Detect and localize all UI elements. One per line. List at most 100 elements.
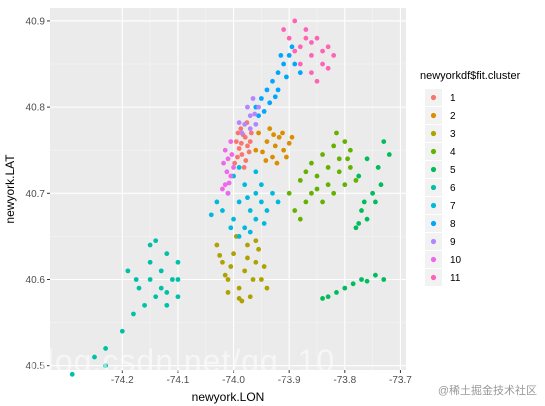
data-point-cluster-8 — [281, 61, 287, 67]
data-point-cluster-10 — [222, 182, 228, 188]
data-point-cluster-3 — [231, 251, 236, 257]
data-point-cluster-6 — [133, 277, 139, 282]
data-point-cluster-5 — [356, 173, 362, 179]
x-axis-ticks: -74.2 -74.1 -74.0 -73.9 -73.8 -73.7 — [111, 370, 412, 386]
data-point-cluster-5 — [375, 165, 381, 170]
data-point-cluster-7 — [253, 216, 259, 222]
data-point-cluster-8 — [267, 100, 273, 106]
x-tick-label: -74.2 — [111, 375, 134, 386]
data-point-cluster-6 — [103, 363, 109, 369]
watermark-text: blog.csdn.net/qq_10 — [28, 343, 336, 379]
data-point-cluster-7 — [258, 182, 264, 188]
data-point-cluster-4 — [347, 165, 353, 170]
data-point-cluster-8 — [292, 61, 298, 67]
legend-title: newyorkdf$fit.cluster — [420, 70, 521, 82]
data-point-cluster-2 — [276, 134, 282, 140]
data-point-cluster-4 — [286, 190, 292, 196]
data-point-cluster-3 — [253, 238, 259, 244]
legend-swatch-6 — [430, 184, 437, 191]
data-point-cluster-7 — [220, 208, 225, 213]
data-point-cluster-4 — [309, 190, 314, 196]
legend-swatch-9 — [430, 238, 437, 245]
x-tick-label: -73.8 — [333, 375, 356, 386]
data-point-cluster-3 — [253, 259, 259, 265]
data-point-cluster-5 — [378, 182, 384, 188]
y-axis-ticks: 40.5 40.6 40.7 40.8 40.9 — [26, 16, 50, 372]
data-point-cluster-7 — [258, 199, 264, 205]
data-point-cluster-7 — [242, 225, 248, 231]
data-points — [69, 18, 392, 377]
data-point-cluster-8 — [275, 70, 281, 76]
data-point-cluster-1 — [246, 149, 252, 155]
data-point-cluster-6 — [164, 290, 170, 295]
data-point-cluster-3 — [242, 268, 248, 274]
data-point-cluster-4 — [331, 143, 337, 149]
data-point-cluster-9 — [245, 104, 250, 110]
data-point-cluster-2 — [281, 147, 287, 153]
data-point-cluster-7 — [253, 190, 259, 196]
data-point-cluster-8 — [297, 70, 303, 76]
data-point-cluster-6 — [147, 242, 153, 248]
data-point-cluster-11 — [325, 65, 331, 71]
data-point-cluster-1 — [245, 143, 250, 149]
data-point-cluster-3 — [236, 285, 242, 291]
data-point-cluster-9 — [247, 113, 253, 119]
data-point-cluster-6 — [158, 285, 164, 291]
y-tick-label: 40.5 — [26, 361, 46, 372]
data-point-cluster-3 — [247, 294, 253, 300]
data-point-cluster-6 — [153, 238, 159, 244]
data-point-cluster-6 — [142, 302, 147, 308]
legend-label-2: 2 — [450, 111, 456, 122]
data-point-cluster-11 — [292, 18, 298, 24]
data-point-cluster-7 — [245, 195, 250, 201]
legend-label-1: 1 — [450, 93, 456, 104]
data-point-cluster-5 — [386, 152, 392, 157]
data-point-cluster-5 — [353, 225, 359, 231]
legend-label-6: 6 — [450, 183, 456, 194]
x-axis-title: newyork.LON — [192, 390, 265, 404]
data-point-cluster-8 — [278, 53, 284, 58]
data-point-cluster-3 — [228, 264, 234, 269]
y-tick-label: 40.9 — [26, 16, 46, 27]
data-point-cluster-4 — [320, 199, 325, 205]
legend-label-11: 11 — [450, 273, 461, 284]
data-point-cluster-11 — [297, 44, 303, 50]
data-point-cluster-8 — [289, 44, 295, 50]
data-point-cluster-3 — [256, 246, 261, 252]
data-point-cluster-7 — [208, 212, 214, 218]
data-point-cluster-7 — [247, 229, 253, 235]
data-point-cluster-6 — [131, 311, 136, 317]
data-point-cluster-6 — [153, 294, 159, 300]
data-point-cluster-2 — [284, 154, 289, 160]
data-point-cluster-5 — [364, 156, 370, 162]
data-point-cluster-10 — [229, 152, 235, 157]
data-point-cluster-9 — [253, 121, 259, 127]
data-point-cluster-8 — [286, 53, 292, 58]
data-point-cluster-9 — [242, 121, 248, 127]
x-tick-label: -73.9 — [278, 375, 301, 386]
data-point-cluster-4 — [314, 173, 320, 179]
data-point-cluster-6 — [147, 259, 153, 265]
data-point-cluster-1 — [238, 126, 244, 132]
data-point-cluster-9 — [252, 111, 258, 117]
data-point-cluster-6 — [175, 259, 181, 265]
data-point-cluster-11 — [314, 78, 320, 84]
data-point-cluster-4 — [320, 152, 325, 157]
data-point-cluster-1 — [238, 140, 244, 146]
data-point-cluster-5 — [364, 216, 370, 222]
data-point-cluster-6 — [169, 277, 175, 282]
data-point-cluster-9 — [239, 130, 245, 136]
data-point-cluster-3 — [220, 259, 225, 265]
legend-label-3: 3 — [450, 129, 456, 140]
data-point-cluster-7 — [228, 225, 234, 231]
data-point-cluster-7 — [261, 221, 267, 226]
data-point-cluster-3 — [222, 272, 228, 278]
data-point-cluster-4 — [342, 139, 348, 144]
plot-panel — [50, 8, 406, 370]
data-point-cluster-3 — [245, 242, 250, 248]
legend-swatch-7 — [430, 202, 437, 209]
legend: newyorkdf$fit.cluster 1 2 3 4 5 6 7 8 9 10 11 — [420, 70, 521, 286]
data-point-cluster-11 — [320, 61, 325, 67]
grid-lines — [50, 8, 406, 370]
data-point-cluster-11 — [325, 44, 331, 50]
